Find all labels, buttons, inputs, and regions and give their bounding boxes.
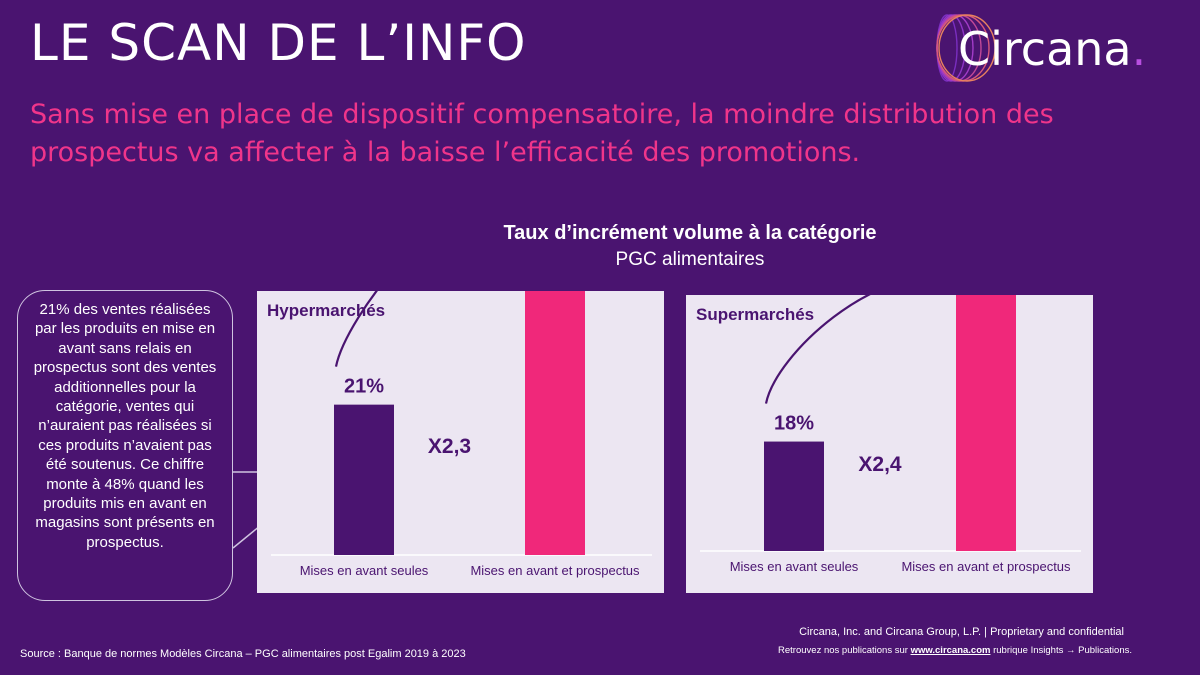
- bar-mises-en-avant-et-prospectus: [956, 295, 1016, 551]
- logo-wordmark: Circana.: [958, 22, 1147, 76]
- category-label: Mises en avant et prospectus: [470, 563, 640, 578]
- chart-subtitle: PGC alimentaires: [615, 249, 765, 270]
- publications-note: Retrouvez nos publications sur www.circa…: [778, 645, 1132, 656]
- bar-mises-en-avant-seules: [334, 404, 394, 555]
- data-label: 21%: [344, 376, 384, 398]
- chart-title: Taux d’incrément volume à la catégorie: [503, 222, 877, 244]
- circana-logo-icon: [936, 14, 996, 82]
- page-title: LE SCAN DE L’INFO: [30, 14, 527, 72]
- headline-subtitle: Sans mise en place de dispositif compens…: [30, 99, 1054, 168]
- category-label: Mises en avant et prospectus: [901, 559, 1071, 574]
- callout-box: 21% des ventes réalisées par les produit…: [17, 290, 233, 601]
- category-label: Mises en avant seules: [730, 559, 859, 574]
- category-label: Mises en avant seules: [300, 563, 429, 578]
- bar-mises-en-avant-seules: [764, 441, 824, 551]
- multiplier-label: X2,4: [858, 453, 902, 476]
- callout-text: 21% des ventes réalisées par les produit…: [33, 301, 217, 551]
- panel-title: Supermarchés: [696, 305, 814, 324]
- growth-arrow: [764, 295, 872, 404]
- copyright-note: Circana, Inc. and Circana Group, L.P. | …: [799, 626, 1124, 638]
- circana-website-link[interactable]: www.circana.com: [910, 645, 991, 656]
- data-label: 18%: [774, 413, 814, 435]
- source-note: Source : Banque de normes Modèles Circan…: [20, 648, 466, 660]
- bar-mises-en-avant-et-prospectus: [525, 291, 585, 555]
- panel-title: Hypermarchés: [267, 301, 385, 320]
- growth-arrow: [334, 291, 379, 367]
- multiplier-label: X2,3: [428, 435, 471, 458]
